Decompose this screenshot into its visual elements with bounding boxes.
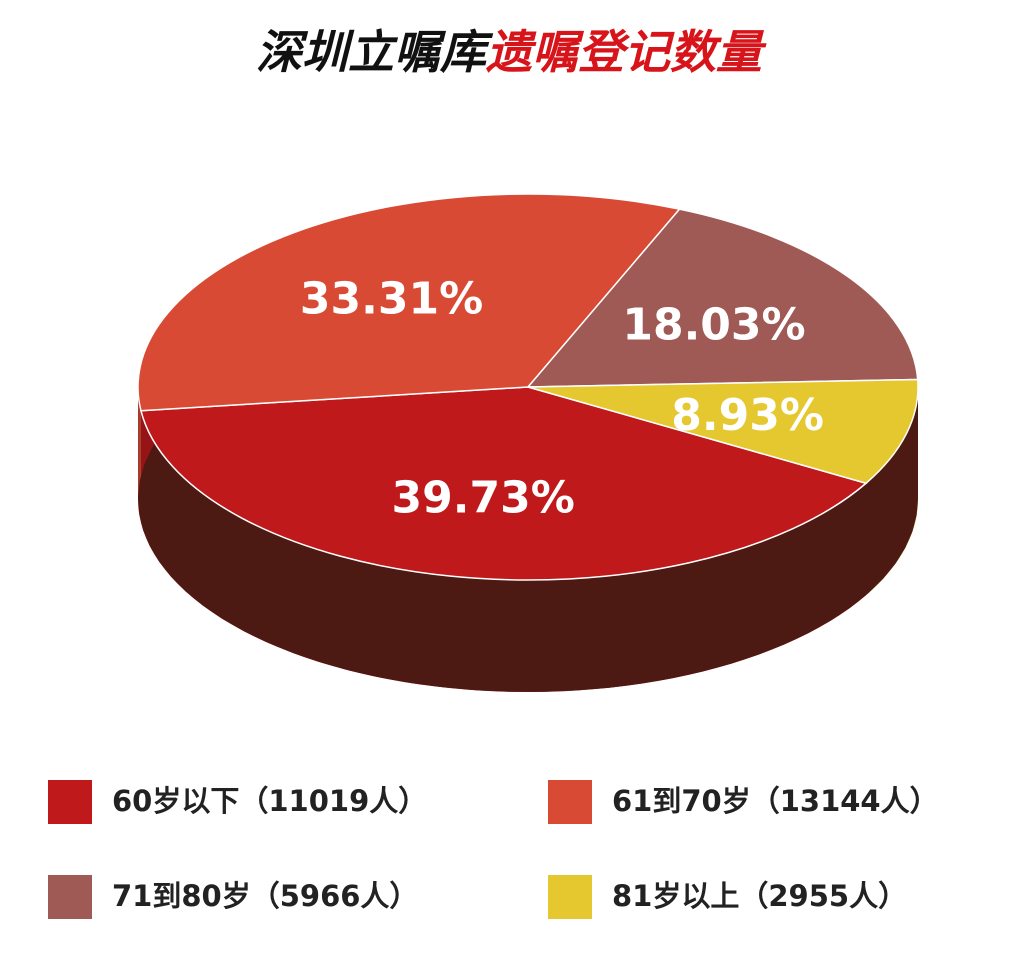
slice xyxy=(526,208,919,388)
title-part: 深圳立嘱库 xyxy=(256,25,494,79)
data-label: 8.93% xyxy=(671,390,824,441)
title-part: 遗嘱登记数量 xyxy=(486,25,767,79)
data-label: 39.73% xyxy=(392,473,575,524)
chart-title: 深圳立嘱库遗嘱登记数量 xyxy=(256,25,767,79)
data-label: 18.03% xyxy=(622,299,805,350)
legend-swatch xyxy=(548,780,592,824)
legend-swatch xyxy=(48,875,92,919)
legend-label: 61到70岁（13144人） xyxy=(612,784,939,818)
slice xyxy=(137,193,681,412)
legend-swatch xyxy=(548,875,592,919)
legend-label: 60岁以下（11019人） xyxy=(112,784,427,818)
legend-label: 71到80岁（5966人） xyxy=(112,879,418,913)
slice xyxy=(527,378,919,485)
legend-swatch xyxy=(48,780,92,824)
data-label: 33.31% xyxy=(300,274,483,325)
slice xyxy=(140,386,868,581)
legend-label: 81岁以上（2955人） xyxy=(612,879,907,913)
